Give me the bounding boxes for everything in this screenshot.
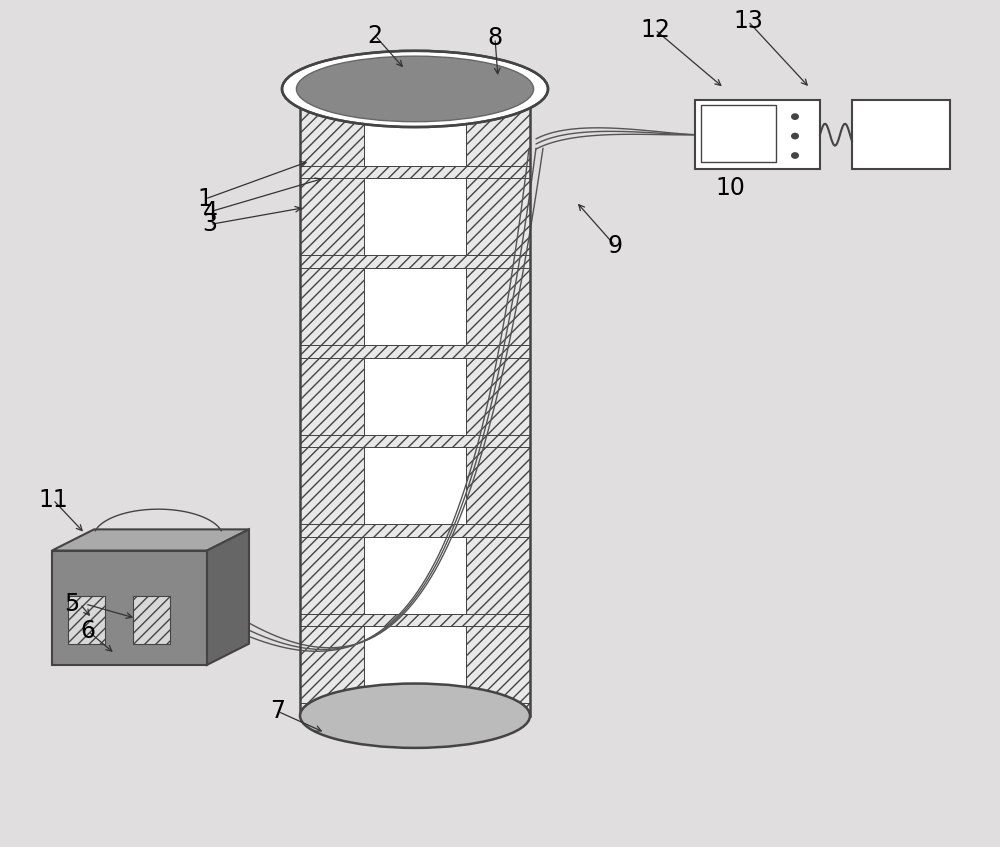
Text: 2: 2 <box>368 24 382 47</box>
Bar <box>364 268 466 345</box>
Text: 11: 11 <box>38 488 68 512</box>
Polygon shape <box>52 529 249 551</box>
Bar <box>466 357 530 435</box>
Ellipse shape <box>300 684 530 748</box>
Bar <box>364 537 466 613</box>
Text: 4: 4 <box>202 200 218 224</box>
Bar <box>852 100 950 169</box>
Bar <box>364 179 466 256</box>
Text: 9: 9 <box>608 234 622 257</box>
Bar <box>133 596 170 645</box>
Bar <box>466 179 530 256</box>
Bar <box>466 626 530 703</box>
Text: 10: 10 <box>715 176 745 200</box>
Text: 8: 8 <box>487 26 503 50</box>
Bar <box>300 613 530 626</box>
Bar <box>300 256 530 268</box>
Text: 13: 13 <box>733 9 763 33</box>
Bar <box>300 268 364 345</box>
Text: 3: 3 <box>202 213 218 236</box>
Ellipse shape <box>282 51 548 127</box>
Bar <box>300 537 364 613</box>
Bar <box>364 626 466 703</box>
Polygon shape <box>207 529 249 665</box>
Circle shape <box>791 152 799 159</box>
Bar <box>300 447 364 524</box>
Text: 5: 5 <box>64 592 80 616</box>
Bar <box>300 626 364 703</box>
Bar <box>52 551 207 665</box>
Text: 12: 12 <box>640 18 670 42</box>
Bar <box>701 105 776 162</box>
Bar <box>466 537 530 613</box>
Bar <box>300 166 530 179</box>
Text: 1: 1 <box>198 187 212 211</box>
Bar <box>364 89 466 166</box>
Bar <box>68 596 105 645</box>
Bar <box>466 447 530 524</box>
Bar <box>695 100 820 169</box>
Text: 7: 7 <box>270 700 286 723</box>
Bar <box>300 89 364 166</box>
Bar <box>300 179 364 256</box>
Bar <box>300 357 364 435</box>
Circle shape <box>791 113 799 120</box>
Text: 6: 6 <box>80 619 96 643</box>
Bar <box>300 524 530 537</box>
Ellipse shape <box>296 56 534 122</box>
Bar <box>300 703 530 716</box>
Bar <box>466 89 530 166</box>
Bar <box>466 268 530 345</box>
Circle shape <box>791 133 799 140</box>
Bar <box>300 435 530 447</box>
Bar <box>300 345 530 357</box>
Bar <box>364 357 466 435</box>
Bar <box>364 447 466 524</box>
